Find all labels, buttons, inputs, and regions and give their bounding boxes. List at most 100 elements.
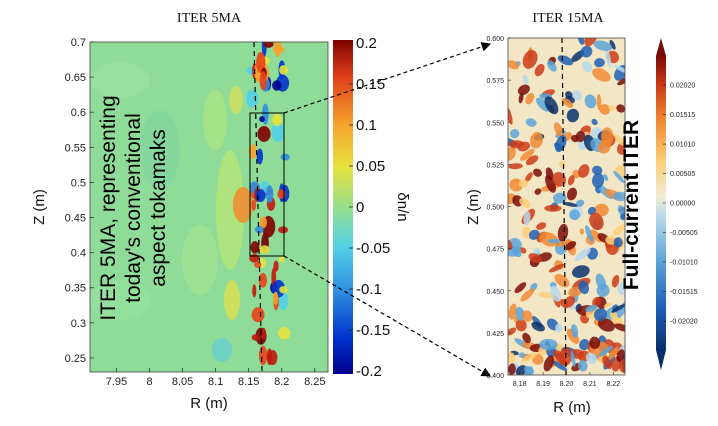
right-heatmap-cell [508,363,516,375]
left-heatmap-cell [254,261,262,268]
left-heatmap-cell [265,185,274,203]
right-heatmap-cell [554,142,563,151]
right-heatmap-cell [525,92,535,105]
left-heatmap-cell [258,345,268,366]
right-colorbar-tick-label: -0.01010 [670,259,698,266]
left-colorbar-tick-label: 0.1 [356,117,377,134]
left-x-tick-label: 8.1 [208,376,223,388]
left-colorbar-tick-label: 0.05 [356,158,385,175]
right-heatmap-cell [575,130,586,143]
left-heatmap-cell [256,148,264,165]
left-colorbar [333,40,353,374]
right-colorbar-tick-label: 0.01515 [670,112,695,119]
left-heatmap-cell [272,113,283,127]
right-heatmap-cell [618,359,625,373]
right-heatmap-cell [533,247,541,255]
right-heatmap-cell [519,197,531,209]
right-heatmap-cell [592,165,603,176]
right-heatmap-cell [517,141,531,152]
right-heatmap-cell [557,55,574,66]
left-y-tick-label: 0.4 [71,248,86,260]
right-y-tick-label: 0.500 [486,205,504,212]
right-heatmap-cell [617,301,625,318]
right-heatmap-cell [613,170,625,184]
right-heatmap-cell [544,204,562,212]
right-heatmap-cell [579,338,590,351]
right-heatmap-cell [519,247,527,254]
left-x-tick-label: 8.05 [172,376,193,388]
left-heatmap-cell [256,51,266,74]
right-heatmap-cell [522,49,538,69]
right-heatmap-cell [523,210,531,226]
zoom-arrow-top [283,42,492,114]
right-heatmap-cell [508,239,513,250]
right-heatmap-cell [620,212,625,221]
left-heatmap-cell [279,286,288,294]
right-y-tick-label: 0.450 [486,289,504,296]
left-x-tick-label: 8 [146,376,152,388]
right-heatmap-cell [571,324,579,338]
left-colorbar-label: δn/n [394,192,411,221]
right-x-axis-label: R (m) [553,399,591,416]
left-heatmap-cell [257,126,271,142]
left-heatmap-cell [278,255,285,263]
right-heatmap-cell [553,192,567,204]
left-x-axis: 7.95 8 8.05 8.1 8.15 8.2 8.25 [106,368,325,388]
right-heatmap-cell [610,133,625,147]
right-y-tick-label: 0.600 [486,36,504,43]
right-heatmap-cell [566,328,580,344]
left-heatmap-cell [263,42,274,48]
right-heatmap-cell [603,302,613,308]
right-heatmap-cell [547,60,557,72]
right-heatmap-cell [572,90,583,101]
right-heatmap-cell [591,118,598,126]
left-heatmap-cell [273,291,279,305]
right-heatmap-cell [521,352,538,363]
right-heatmap-cell [548,264,565,273]
right-heatmap-cell [535,97,550,112]
left-heatmap-cell [272,45,285,54]
left-x-axis-label: R (m) [190,395,228,412]
left-heatmap-cell [267,349,278,366]
right-y-tick-label: 0.400 [486,373,504,380]
right-heatmap-cell [616,104,625,113]
right-colorbar-tick-label: 0.02020 [670,83,695,90]
right-heatmap-cell [528,229,540,240]
right-heatmap-cell [584,94,597,109]
left-chart-title: ITER 5MA [177,11,242,26]
left-x-tick-label: 7.95 [106,376,127,388]
left-colorbar-ticks: 0.20.150.10.050-0.05-0.1-0.15-0.2 [349,35,390,380]
left-heatmap-cell [254,225,264,234]
right-y-axis: 0.400 0.425 0.450 0.475 0.500 0.525 0.550 0.575… [486,36,511,380]
right-separatrix-line [561,37,567,376]
right-heatmap-cell [519,148,535,161]
right-heatmap-cell [614,164,625,177]
left-heatmap-cell [248,144,258,160]
right-heatmap-cell [608,346,619,360]
right-heatmap-cell [580,45,593,58]
right-heatmap-cell [570,350,576,367]
right-heatmap-cell [592,68,611,82]
left-colorbar-tick-label: -0.1 [356,281,382,298]
right-heatmap-cell [554,274,570,288]
right-heatmap-cell [616,349,625,362]
left-y-axis: 0.25 0.3 0.35 0.4 0.45 0.5 0.55 0.6 0.65 0.7 [65,37,94,365]
right-heatmap-cell [515,365,527,375]
right-colorbar-tick-label: -0.00505 [670,230,698,237]
left-heatmap-cell [258,272,268,288]
right-heatmap-cell [512,249,522,258]
right-heatmap-cell [551,360,568,372]
right-heatmap-cell [617,282,625,295]
right-heatmap-cell [508,60,520,70]
right-heatmap-cell [532,168,543,177]
right-heatmap-cell [578,280,589,295]
right-x-tick-label: 8.22 [606,381,620,388]
right-heatmap-cell [522,310,533,322]
right-y-tick-label: 0.475 [486,247,504,254]
right-heatmap-cell [585,352,597,365]
right-heatmap-cell [522,332,531,344]
right-heatmap-cell [566,187,578,201]
right-heatmap-cell [544,96,559,115]
left-separatrix-line [253,41,263,373]
right-heatmap-cell [508,352,516,364]
